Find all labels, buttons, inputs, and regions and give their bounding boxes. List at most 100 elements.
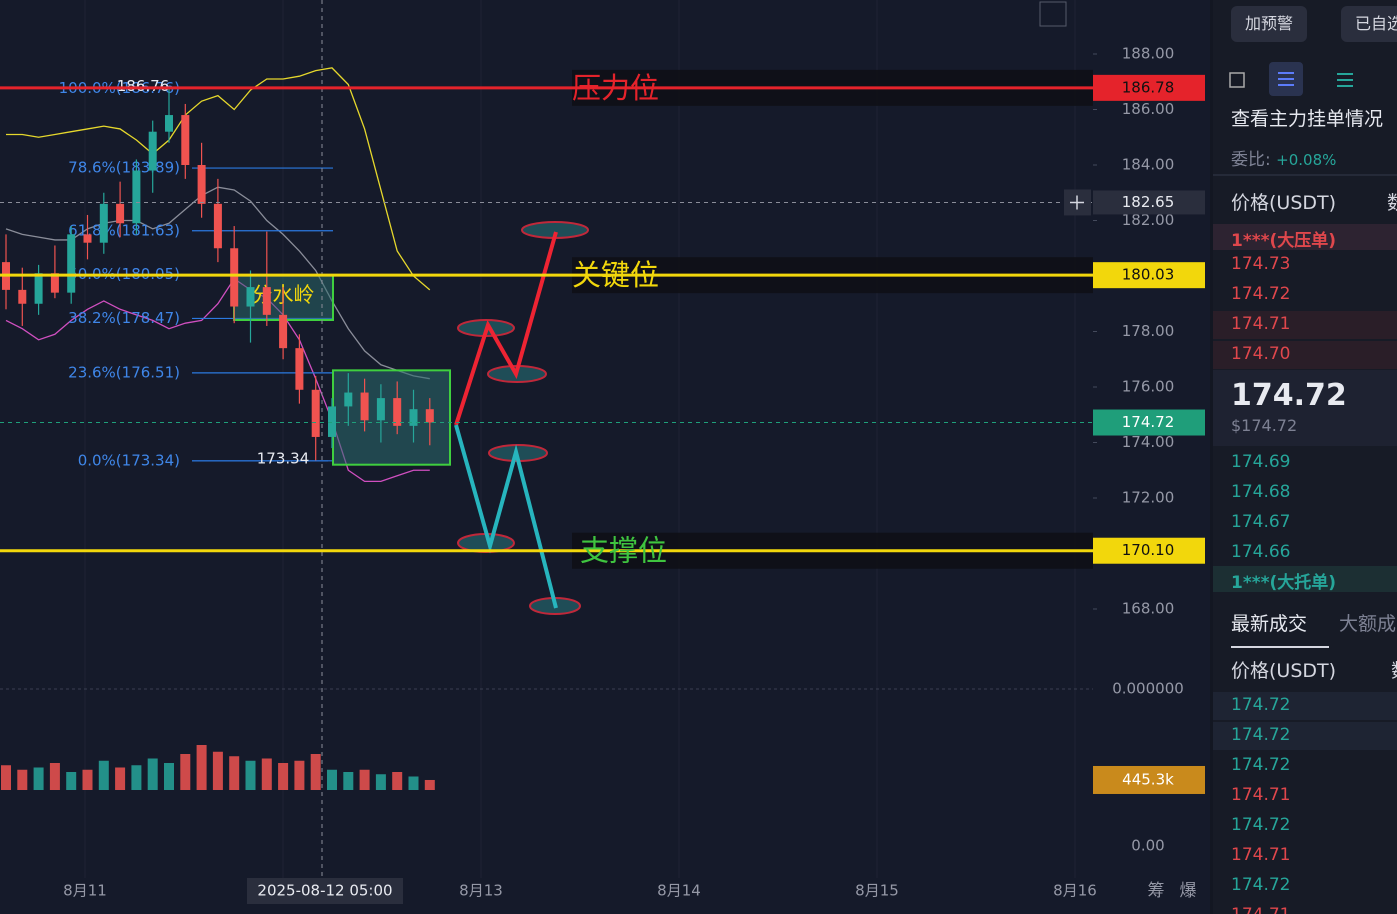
candle-body (393, 398, 402, 426)
volume-bar (245, 760, 256, 790)
low-label: 173.34 (257, 449, 310, 467)
candle-body (18, 289, 27, 304)
tab-large[interactable]: 大额成交 (1339, 613, 1397, 635)
price-box (1093, 765, 1205, 794)
last-usd: $174.72 (1231, 416, 1298, 435)
divider (1213, 174, 1397, 176)
bid-price: 174.67 (1231, 512, 1291, 532)
y-tick-label: 188.00 (1122, 45, 1175, 63)
expand-icon[interactable] (1039, 1, 1067, 27)
ratio-value: +0.08% (1276, 151, 1337, 169)
row-bg (1213, 341, 1397, 369)
candle-body (99, 203, 108, 243)
candle-body (328, 406, 336, 437)
row-bg (1213, 692, 1397, 720)
candle-body (425, 409, 434, 423)
volume-bar (212, 751, 223, 790)
x-tick-label: 8月15 (855, 882, 899, 900)
icon (1229, 72, 1245, 88)
volume-bar (66, 772, 77, 790)
x-tick-label: 8月16 (1053, 882, 1097, 900)
footer-icon: 筹 (1148, 881, 1165, 901)
fib-label: 38.2%(178.47) (68, 309, 180, 327)
price-box (1093, 409, 1205, 436)
trade-price: 174.71 (1231, 905, 1290, 914)
volume-bar (131, 765, 142, 790)
layer: 182.65 2025-08-12 05:00 174.72 压力位 186.78 关键位… (0, 0, 1205, 904)
fib-label: 61.8%(181.63) (68, 221, 180, 239)
level-name: 支撑位 (580, 534, 667, 568)
level-name: 关键位 (572, 258, 659, 292)
crosshair-time-label: 2025-08-12 05:00 (257, 882, 392, 900)
candle-body (344, 392, 353, 407)
trade-price: 174.71 (1231, 845, 1291, 865)
volume-bar (180, 754, 191, 790)
y-tick-label: 0.00 (1131, 837, 1164, 855)
candle-body (132, 170, 141, 224)
last-box (1213, 370, 1397, 446)
trade-price: 174.72 (1231, 875, 1291, 895)
depth-link[interactable]: 查看主力挂单情况 (1231, 108, 1384, 130)
candle-body (311, 389, 320, 437)
icon (1278, 72, 1294, 86)
trade-price: 174.72 (1231, 725, 1291, 745)
candle-body (262, 287, 271, 315)
bid-price: 174.66 (1231, 542, 1291, 562)
volume-bar (327, 769, 337, 790)
candle-body (360, 392, 369, 421)
bear-path (454, 424, 558, 609)
row-bg (1213, 722, 1397, 750)
candle-body (230, 248, 239, 307)
view-icon[interactable] (1329, 64, 1361, 96)
band-line (6, 67, 431, 291)
candle-body (67, 234, 76, 293)
row-bg (1213, 311, 1397, 339)
ratio-label: 委比: +0.08% (1231, 145, 1336, 170)
volume-bar (294, 760, 305, 790)
x-tick-label: 8月13 (459, 882, 503, 900)
candle-body (165, 115, 173, 132)
watchlist-button[interactable]: 已自选 (1341, 6, 1397, 42)
volume-bar (1, 765, 11, 790)
volume-bar (278, 763, 289, 790)
col-price: 价格(USDT) (1231, 660, 1337, 682)
alert-button[interactable]: 加预警 (1231, 6, 1308, 42)
view-icon[interactable] (1269, 62, 1303, 96)
y-tick-label: 176.00 (1122, 378, 1175, 396)
candle-body (197, 165, 206, 204)
fib-label: 78.6%(183.89) (68, 159, 180, 177)
view-icon[interactable] (1221, 64, 1253, 96)
volume-bar (98, 760, 109, 790)
candle-body (409, 409, 418, 426)
y-tick-label: 184.00 (1122, 156, 1175, 174)
volume-bar (147, 758, 158, 790)
y-tick-label: 178.00 (1122, 322, 1175, 340)
candle-body (246, 287, 255, 307)
candle-body (295, 348, 304, 390)
volume-bar (424, 779, 435, 790)
y-tick-label: 182.00 (1122, 211, 1175, 229)
tab-underline (1231, 646, 1329, 648)
fib-label: 0.0%(173.34) (78, 451, 180, 469)
candle-body (279, 314, 288, 349)
trade-price: 174.72 (1231, 755, 1291, 775)
candle-body (34, 273, 43, 304)
bull-path (454, 231, 558, 426)
ratio-label-text: 委比: (1231, 150, 1271, 170)
big-bid: 1***(大托单) (1231, 573, 1337, 593)
footer-icon: 爆 (1180, 881, 1197, 901)
trade-price: 174.72 (1231, 815, 1291, 835)
price-box (1093, 190, 1205, 215)
tab-latest[interactable]: 最新成交 (1231, 613, 1308, 635)
level-price-label: 186.78 (1122, 78, 1175, 96)
candle-body (213, 203, 222, 249)
ask-price: 174.70 (1231, 344, 1291, 364)
bid-price: 174.69 (1231, 452, 1291, 472)
volume-label: 445.3k (1122, 770, 1174, 788)
volume-bar (359, 769, 370, 790)
volume-bar (229, 756, 240, 790)
price-box (1093, 74, 1205, 101)
chart: 188.00186.00184.00182.00180.00178.00176.… (0, 0, 1205, 904)
x-tick-label: 8月14 (657, 882, 701, 900)
